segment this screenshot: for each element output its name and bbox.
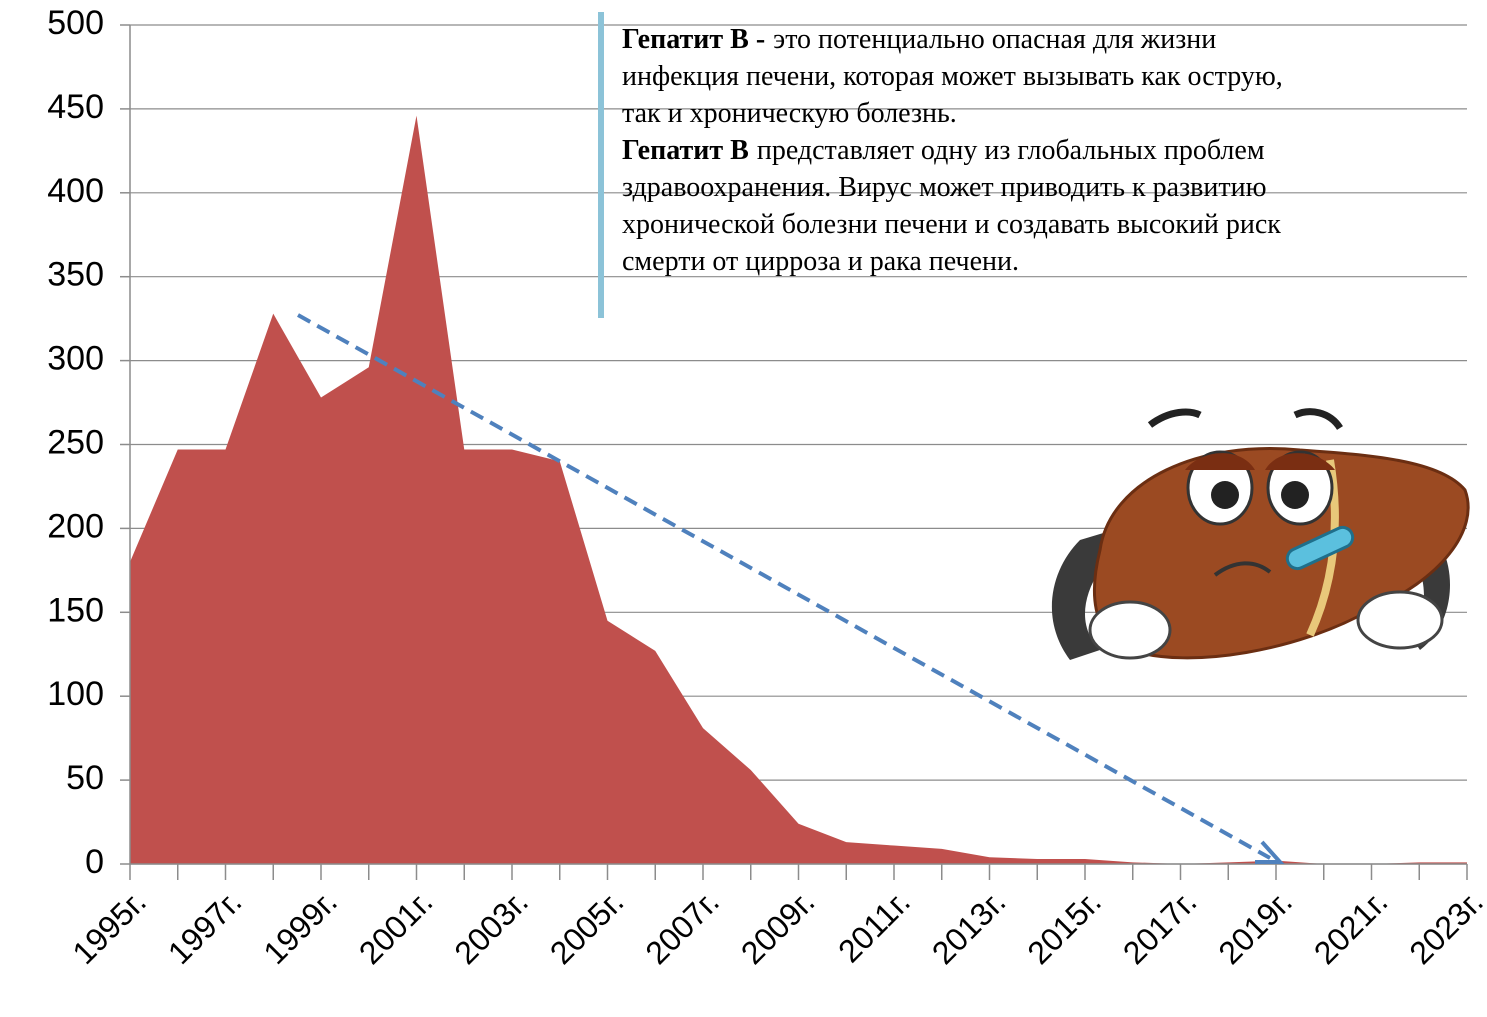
x-tick-label: 1995г. bbox=[65, 883, 153, 971]
y-tick-label: 100 bbox=[47, 675, 104, 713]
x-tick-label: 1999г. bbox=[256, 883, 344, 971]
x-tick-label: 2021г. bbox=[1307, 883, 1395, 971]
y-tick-label: 0 bbox=[85, 843, 104, 881]
x-tick-label: 2013г. bbox=[925, 883, 1013, 971]
x-ticks: 1995г.1997г.1999г.2001г.2003г.2005г.2007… bbox=[65, 864, 1487, 971]
note-line: так и хроническую болезнь. bbox=[622, 98, 957, 129]
annotation: Гепатит В - это потенциально опасная для … bbox=[622, 24, 1283, 277]
note-text: хронической болезни печени и создавать в… bbox=[622, 209, 1281, 240]
note-line: здравоохранения. Вирус может приводить к… bbox=[622, 172, 1267, 203]
note-line: Гепатит В представляет одну из глобальных… bbox=[622, 135, 1265, 166]
note-line: хронической болезни печени и создавать в… bbox=[622, 209, 1281, 240]
y-tick-label: 250 bbox=[47, 423, 104, 461]
note-text: смерти от цирроза и рака печени. bbox=[622, 246, 1019, 277]
y-tick-label: 400 bbox=[47, 172, 104, 210]
x-tick-label: 2017г. bbox=[1116, 883, 1204, 971]
note-line: инфекция печени, которая может вызывать … bbox=[622, 61, 1283, 92]
page: 1995г.1997г.1999г.2001г.2003г.2005г.2007… bbox=[0, 0, 1487, 1017]
note-line: смерти от цирроза и рака печени. bbox=[622, 246, 1019, 277]
y-tick-label: 50 bbox=[66, 759, 104, 797]
y-tick-label: 450 bbox=[47, 88, 104, 126]
x-tick-label: 1997г. bbox=[161, 883, 249, 971]
note-text: инфекция печени, которая может вызывать … bbox=[622, 61, 1283, 92]
x-tick-label: 2015г. bbox=[1020, 883, 1108, 971]
y-tick-label: 150 bbox=[47, 591, 104, 629]
y-tick-label: 350 bbox=[47, 256, 104, 294]
x-tick-label: 2001г. bbox=[352, 883, 440, 971]
x-tick-label: 2023г. bbox=[1402, 883, 1487, 971]
y-tick-label: 200 bbox=[47, 507, 104, 545]
note-bar bbox=[598, 12, 604, 318]
x-tick-label: 2007г. bbox=[638, 883, 726, 971]
note-text: представляет одну из глобальных проблем bbox=[757, 135, 1265, 166]
x-tick-label: 2009г. bbox=[734, 883, 822, 971]
y-tick-label: 300 bbox=[47, 340, 104, 378]
liver-illustration bbox=[1052, 412, 1468, 660]
x-tick-label: 2019г. bbox=[1211, 883, 1299, 971]
note-text: здравоохранения. Вирус может приводить к… bbox=[622, 172, 1267, 203]
note-bold: Гепатит В - bbox=[622, 24, 765, 55]
x-tick-label: 2003г. bbox=[447, 883, 535, 971]
y-tick-label: 500 bbox=[47, 4, 104, 42]
x-tick-label: 2005г. bbox=[543, 883, 631, 971]
chart: 1995г.1997г.1999г.2001г.2003г.2005г.2007… bbox=[0, 0, 1487, 1017]
note-text: это потенциально опасная для жизни bbox=[773, 24, 1216, 55]
note-bold: Гепатит В bbox=[622, 135, 749, 166]
note-line: Гепатит В - это потенциально опасная для … bbox=[622, 24, 1216, 55]
note-text: так и хроническую болезнь. bbox=[622, 98, 957, 129]
x-tick-label: 2011г. bbox=[831, 883, 917, 969]
